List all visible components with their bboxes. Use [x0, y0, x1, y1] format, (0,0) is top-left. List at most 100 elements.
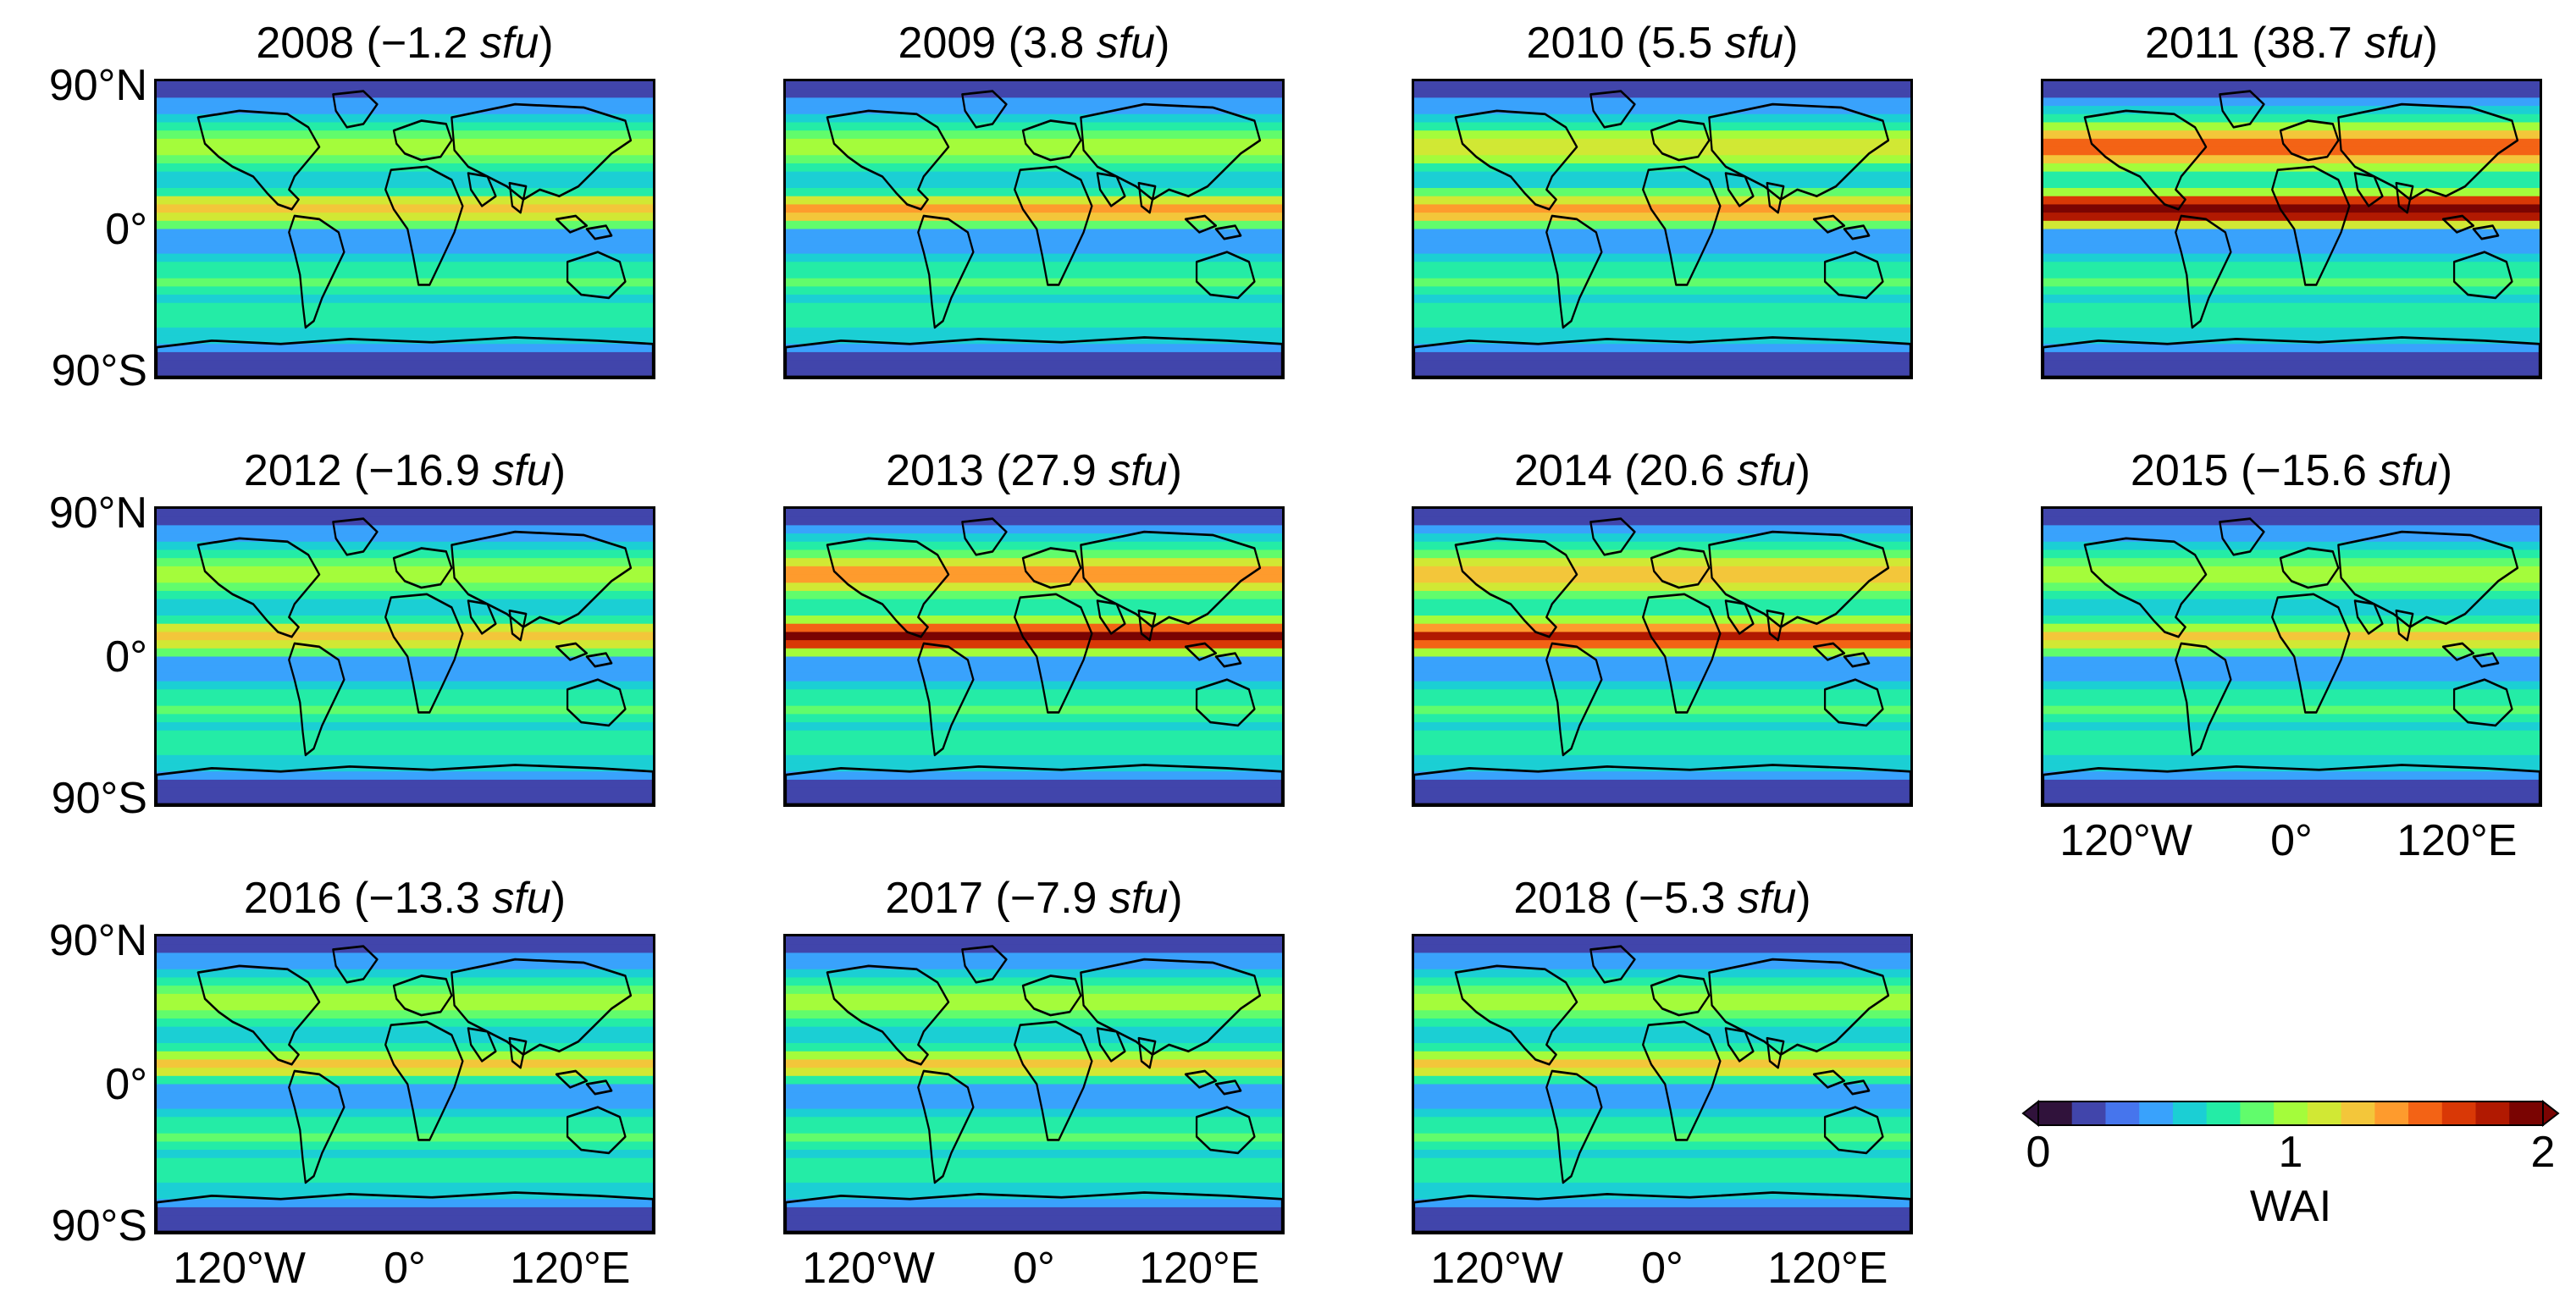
wai-band	[786, 681, 1282, 691]
wai-band	[786, 665, 1282, 674]
wai-band	[1414, 1166, 1910, 1176]
wai-band	[2043, 632, 2540, 642]
wai-band	[1414, 1124, 1910, 1135]
wai-band	[157, 722, 653, 732]
coastline	[392, 974, 453, 1017]
wai-band	[786, 656, 1282, 666]
colorbar-segment	[2105, 1101, 2140, 1125]
map-svg	[157, 509, 653, 804]
map-svg	[1414, 936, 1910, 1232]
wai-band	[1414, 1100, 1910, 1110]
wai-band	[1414, 237, 1910, 246]
wai-band	[1414, 1010, 1910, 1019]
wai-band	[1414, 1215, 1910, 1225]
map-svg	[786, 509, 1282, 804]
wai-band	[157, 295, 653, 304]
wai-band	[2043, 516, 2540, 527]
wai-band	[786, 1084, 1282, 1094]
wai-band	[786, 113, 1282, 124]
panel-unit: sfu	[1108, 446, 1168, 495]
coastline	[555, 214, 613, 240]
wai-map-2012	[154, 506, 655, 807]
coastline	[1414, 764, 1910, 804]
wai-band	[157, 738, 653, 748]
colorbar-tick-mid: 1	[2278, 1128, 2303, 1177]
coastline	[2271, 165, 2351, 286]
coastline	[1454, 964, 1578, 1066]
wai-band	[786, 97, 1282, 108]
wai-band	[2043, 89, 2540, 99]
panel-unit: sfu	[2379, 446, 2438, 495]
panel-title-2014: 2014 (20.6 sfu)	[1514, 446, 1810, 495]
wai-band	[1414, 1174, 1910, 1184]
wai-band	[1414, 558, 1910, 567]
wai-band	[1414, 516, 1910, 527]
wai-band	[2043, 319, 2540, 329]
wai-band	[786, 319, 1282, 329]
wai-band	[1414, 961, 1910, 970]
wai-band	[2043, 146, 2540, 157]
wai-map-2017	[783, 934, 1285, 1234]
wai-band	[2043, 138, 2540, 148]
wai-band	[786, 229, 1282, 239]
wai-band	[157, 936, 653, 946]
wai-band	[1414, 1108, 1910, 1118]
wai-band	[157, 969, 653, 979]
wai-band	[2043, 171, 2540, 181]
wai-band	[1414, 689, 1910, 698]
panel-unit: sfu	[492, 446, 551, 495]
colorbar-segment	[2441, 1101, 2477, 1125]
wai-band	[157, 1026, 653, 1036]
wai-band	[786, 771, 1282, 781]
wai-band	[786, 541, 1282, 551]
wai-band	[2043, 245, 2540, 255]
wai-band	[157, 993, 653, 1003]
wai-band	[157, 1174, 653, 1184]
wai-band	[1414, 787, 1910, 798]
wai-band	[786, 787, 1282, 798]
coastline	[1650, 974, 1711, 1017]
coastline	[1021, 119, 1082, 162]
wai-band	[1414, 541, 1910, 551]
map-svg	[2043, 81, 2540, 377]
wai-band	[786, 89, 1282, 99]
colorbar-tick-max: 2	[2530, 1128, 2556, 1177]
wai-band	[1414, 253, 1910, 263]
wai-band	[2043, 302, 2540, 312]
wai-band	[157, 541, 653, 551]
wai-band	[157, 986, 653, 995]
wai-band	[1414, 672, 1910, 682]
wai-map-2011	[2041, 79, 2542, 379]
wai-band	[2043, 360, 2540, 370]
wai-band	[786, 188, 1282, 197]
wai-band	[1414, 106, 1910, 115]
wai-band	[157, 1100, 653, 1110]
wai-band	[2043, 665, 2540, 674]
lon-label-west: 120°W	[173, 1244, 306, 1293]
coastline	[384, 1020, 464, 1141]
colorbar-segment	[2374, 1101, 2409, 1125]
wai-band	[1414, 599, 1910, 609]
wai-band	[1414, 1035, 1910, 1044]
wai-band	[1414, 796, 1910, 804]
wai-band	[157, 1059, 653, 1069]
wai-band	[157, 302, 653, 312]
wai-band	[157, 705, 653, 715]
coastline	[1650, 547, 1711, 589]
coastline	[1080, 530, 1262, 628]
wai-band	[2043, 155, 2540, 164]
lon-label-east: 120°E	[510, 1244, 631, 1293]
panel-title-2009: 2009 (3.8 sfu)	[898, 19, 1170, 68]
coastline	[288, 214, 345, 329]
coastline	[1096, 599, 1157, 642]
coastline	[157, 764, 653, 804]
wai-band	[2043, 229, 2540, 239]
coastline	[288, 1069, 345, 1184]
wai-band	[786, 961, 1282, 970]
wai-band	[2043, 558, 2540, 567]
coastline	[1708, 958, 1890, 1056]
wai-band	[2043, 97, 2540, 108]
wai-band	[786, 1157, 1282, 1168]
panel-unit: sfu	[1737, 874, 1797, 923]
wai-band	[1414, 245, 1910, 255]
